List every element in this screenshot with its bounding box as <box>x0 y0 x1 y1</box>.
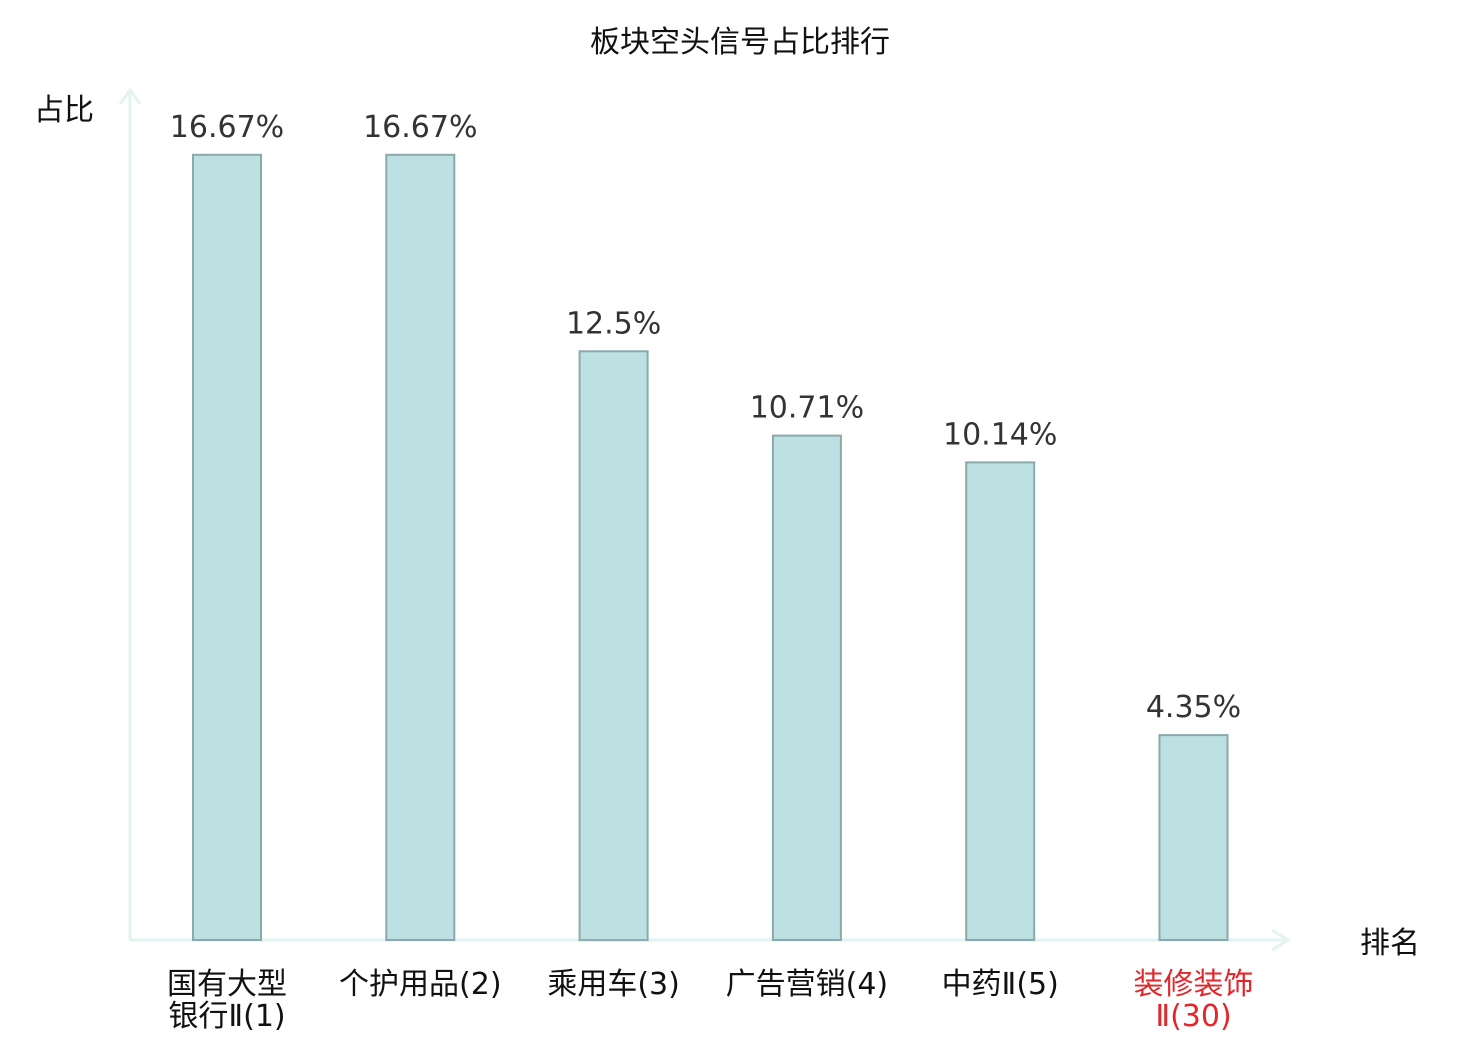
bar-value-label: 10.71% <box>750 391 864 426</box>
bar <box>1158 734 1229 941</box>
category-label: 乘用车(3) <box>547 967 680 1002</box>
bar-series <box>192 153 1229 942</box>
category-labels: 国有大型银行Ⅱ(1) 个护用品(2) 乘用车(3) 广告营销(4) 中药Ⅱ(5) 装修装饰… <box>167 967 1254 1034</box>
bar <box>578 350 649 942</box>
bar-value-label: 16.67% <box>170 110 284 145</box>
category-label: 个护用品(2) <box>339 967 502 1002</box>
bar <box>385 153 456 942</box>
x-axis-label: 排名 <box>1360 926 1420 961</box>
category-label: 国有大型银行Ⅱ(1) <box>167 967 287 1034</box>
category-label: 装修装饰 Ⅱ(30) <box>1134 967 1254 1034</box>
y-axis-arrow <box>118 87 142 105</box>
category-label-line: 国有大型 <box>167 967 287 1002</box>
bar-value-label: 16.67% <box>363 110 477 145</box>
category-label-line: 银行Ⅱ(1) <box>168 999 285 1034</box>
bar-value-label: 4.35% <box>1146 690 1241 725</box>
chart-title: 板块空头信号占比排行 <box>590 25 890 60</box>
bar <box>192 153 262 942</box>
category-label: 中药Ⅱ(5) <box>942 967 1059 1002</box>
bar-value-label: 10.14% <box>943 417 1057 452</box>
value-labels: 16.67% 16.67% 12.5% 10.71% 10.14% 4.35% <box>170 110 1241 725</box>
bar-value-label: 12.5% <box>566 306 661 341</box>
y-axis-label: 占比 <box>34 93 94 128</box>
category-label: 广告营销(4) <box>726 967 889 1002</box>
bar <box>771 434 842 941</box>
bar <box>965 461 1036 941</box>
axes <box>118 87 1291 952</box>
category-label-line: Ⅱ(30) <box>1155 999 1231 1034</box>
category-label-line: 装修装饰 <box>1134 967 1254 1002</box>
x-axis-arrow <box>1271 928 1291 952</box>
